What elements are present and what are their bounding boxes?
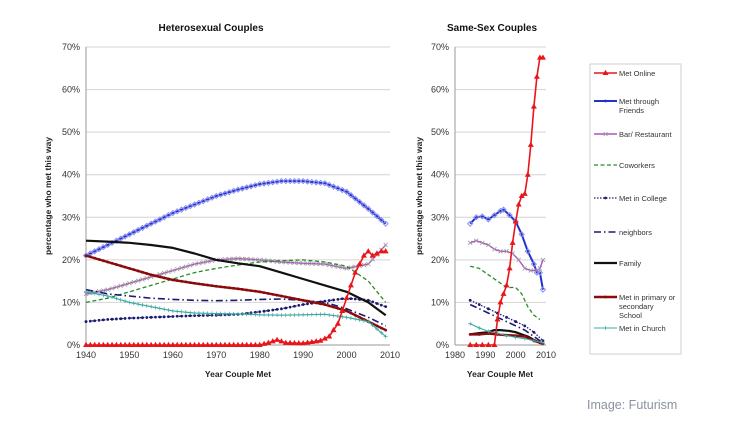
series-met-in-church — [84, 289, 388, 339]
y-tick-label: 10% — [431, 297, 449, 307]
gridlines — [85, 46, 390, 346]
legend-label: Met in College — [619, 194, 667, 203]
legend-label: Friends — [619, 106, 644, 115]
legend-label: School — [619, 311, 642, 320]
legend-label: Met through — [619, 97, 659, 106]
series-met-online — [467, 54, 546, 347]
series-group — [82, 177, 389, 347]
series-met-in-church — [468, 321, 545, 345]
x-tick-label: 1940 — [76, 350, 96, 360]
series-met-through-friends — [466, 206, 547, 293]
x-tick-label: 2010 — [380, 350, 400, 360]
series-group — [466, 54, 547, 347]
y-tick-label: 20% — [62, 255, 80, 265]
legend-item: Met Online — [594, 69, 655, 78]
heterosexual-couples-chart: Heterosexual Couples 0% 10% 20% 30% 40% 50% 60… — [43, 23, 400, 379]
legend-label: neighbors — [619, 228, 652, 237]
series-family — [85, 239, 387, 317]
legend-label: secondary — [619, 302, 654, 311]
legend-label: Met in primary or — [619, 293, 676, 302]
y-tick-label: 40% — [62, 170, 80, 180]
series-met-in-primary-or-secondary-school — [84, 254, 388, 332]
chart-title: Same-Sex Couples — [447, 23, 537, 34]
x-tick-label: 1980 — [445, 350, 465, 360]
y-tick-label: 60% — [431, 85, 449, 95]
legend-box — [589, 63, 682, 355]
x-axis-ticks: 1980 1990 2000 2010 — [445, 350, 556, 360]
x-tick-label: 1990 — [293, 350, 313, 360]
series-coworkers — [470, 265, 541, 321]
y-tick-label: 50% — [62, 127, 80, 137]
x-tick-label: 2000 — [337, 350, 357, 360]
x-axis-ticks: 1940 1950 1960 1970 1980 1990 2000 2010 — [76, 350, 400, 360]
series-bar-restaurant — [467, 238, 546, 273]
y-tick-label: 40% — [431, 170, 449, 180]
legend-item: Met in College — [594, 194, 667, 203]
y-tick-label: 70% — [62, 42, 80, 52]
series-met-through-friends — [82, 177, 389, 259]
legend-label: Bar/ Restaurant — [619, 130, 672, 139]
gridlines — [454, 46, 546, 346]
same-sex-couples-chart: Same-Sex Couples 0% 10% 20% 30% 40% 50% 60% 70%… — [414, 23, 556, 379]
legend-item: Coworkers — [594, 161, 655, 170]
legend-item: Met in Church — [594, 324, 666, 333]
series-neighbors — [469, 303, 544, 344]
series-neighbors — [85, 288, 387, 327]
y-tick-label: 20% — [431, 255, 449, 265]
x-axis-label: Year Couple Met — [467, 369, 533, 379]
x-tick-label: 1960 — [163, 350, 183, 360]
y-tick-label: 60% — [62, 85, 80, 95]
y-tick-label: 50% — [431, 127, 449, 137]
y-axis-ticks: 0% 10% 20% 30% 40% 50% 60% 70% — [431, 42, 449, 350]
y-axis-label: percentage who met this way — [43, 137, 53, 255]
y-tick-label: 0% — [436, 340, 449, 350]
x-tick-label: 2010 — [536, 350, 556, 360]
legend-item: Bar/ Restaurant — [594, 130, 672, 139]
x-tick-label: 2000 — [506, 350, 526, 360]
y-tick-label: 30% — [62, 212, 80, 222]
series-coworkers — [85, 259, 387, 304]
x-tick-label: 1970 — [206, 350, 226, 360]
legend-item: neighbors — [594, 228, 652, 237]
y-tick-label: 30% — [431, 212, 449, 222]
x-axis-label: Year Couple Met — [205, 369, 271, 379]
y-axis-ticks: 0% 10% 20% 30% 40% 50% 60% 70% — [62, 42, 80, 350]
legend-label: Family — [619, 259, 641, 268]
chart-title: Heterosexual Couples — [158, 23, 263, 34]
x-tick-label: 1990 — [475, 350, 495, 360]
y-tick-label: 70% — [431, 42, 449, 52]
y-tick-label: 10% — [62, 297, 80, 307]
series-met-online — [83, 248, 389, 347]
image-credit: Image: Futurism — [587, 398, 678, 412]
x-tick-label: 1950 — [119, 350, 139, 360]
x-tick-label: 1980 — [250, 350, 270, 360]
legend-label: Coworkers — [619, 161, 655, 170]
legend-label: Met in Church — [619, 324, 666, 333]
y-axis-label: percentage who met this way — [414, 137, 424, 255]
y-tick-label: 0% — [67, 340, 80, 350]
legend-label: Met Online — [619, 69, 655, 78]
legend-item: Family — [594, 259, 641, 268]
